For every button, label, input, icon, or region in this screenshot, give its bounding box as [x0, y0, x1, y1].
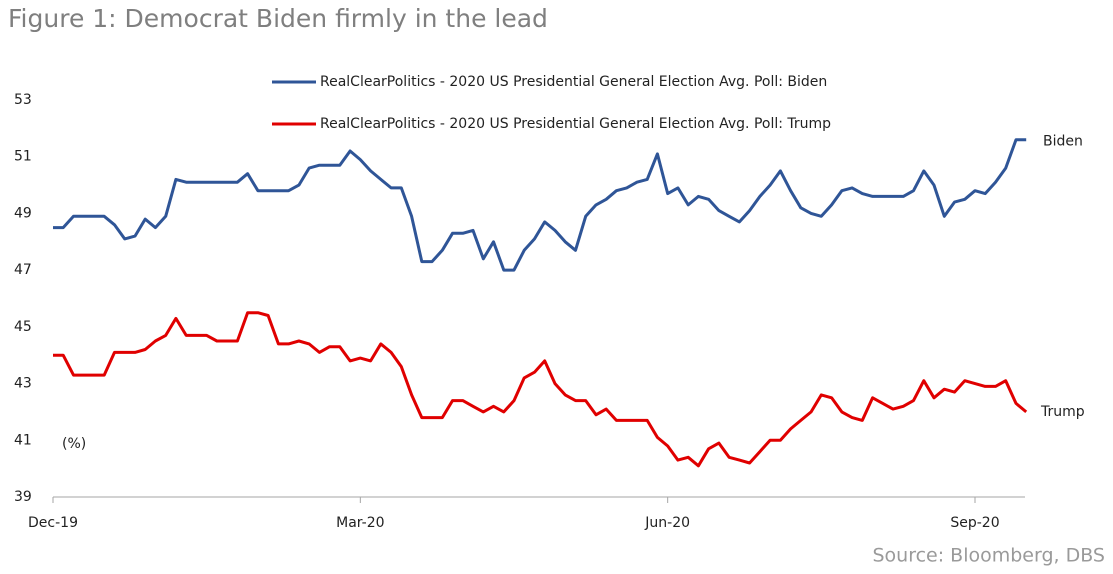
x-tick-label: Sep-20 [950, 515, 999, 531]
series-line [53, 138, 1027, 272]
legend-label: RealClearPolitics - 2020 US Presidential… [320, 74, 827, 90]
x-tick-label: Dec-19 [28, 515, 78, 531]
y-tick-label: 51 [14, 149, 32, 165]
y-tick-label: 41 [14, 432, 32, 448]
x-tick-label: Jun-20 [644, 515, 690, 531]
legend-label: RealClearPolitics - 2020 US Presidential… [320, 116, 831, 132]
y-tick-label: 43 [14, 376, 32, 392]
y-tick-label: 53 [14, 92, 32, 108]
source: Source: Bloomberg, DBS [872, 545, 1105, 567]
end-label: Trump [1040, 404, 1085, 420]
y-tick-label: 49 [14, 205, 32, 221]
x-tick-label: Mar-20 [336, 515, 384, 531]
y-tick-label: 47 [14, 262, 32, 278]
y-tick-label: 39 [14, 489, 32, 505]
chart-title: Figure 1: Democrat Biden firmly in the l… [8, 4, 548, 33]
y-tick-label: 45 [14, 319, 32, 335]
y-unit: (%) [62, 436, 86, 452]
end-label: Biden [1043, 134, 1083, 150]
series-line [53, 311, 1028, 468]
